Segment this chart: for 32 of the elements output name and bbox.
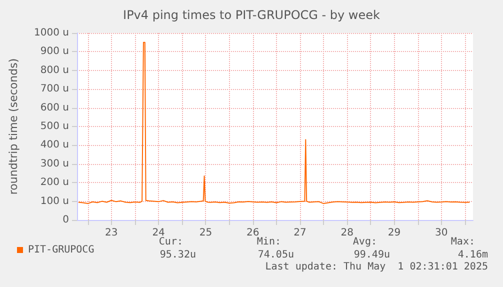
y-tick-label: 0 — [62, 214, 69, 226]
y-tick-label: 300 u — [40, 158, 69, 170]
text: Cur: — [158, 236, 183, 248]
legend-label: PIT-GRUPOCG — [28, 244, 94, 256]
y-tick-label: 200 u — [40, 177, 69, 188]
y-tick-label: 900 u — [40, 46, 69, 58]
x-tick-label: 27 — [294, 228, 306, 238]
y-tick-label: 700 u — [40, 84, 69, 95]
x-tick-label: 25 — [199, 228, 212, 238]
text: 74.05u — [258, 250, 294, 260]
x-tick-label: 23 — [105, 228, 118, 238]
x-tick-label: 26 — [246, 228, 260, 238]
y-tick-label: 400 u — [40, 140, 69, 151]
y-tick-label: 500 u — [40, 121, 69, 132]
text: Min: — [256, 236, 281, 248]
text: 99.49u — [354, 250, 390, 260]
line-series — [78, 42, 470, 204]
text: 4.16m — [458, 250, 488, 260]
x-tick-label: 30 — [435, 228, 448, 238]
y-tick-label: 800 u — [40, 64, 69, 76]
chart-title: IPv4 ping times to PIT-GRUPOCG - by week — [123, 8, 380, 22]
y-tick-label: 100 u — [40, 196, 69, 207]
text: Avg: — [352, 236, 377, 248]
y-axis-title: roundtrip time (seconds) — [7, 58, 20, 195]
text: 95.32u — [160, 250, 196, 260]
x-tick-label: 28 — [340, 228, 354, 238]
y-tick-label: 1000 u — [34, 28, 69, 38]
x-tick-label: 29 — [388, 228, 401, 238]
text: Max: — [450, 236, 475, 248]
x-tick-label: 24 — [152, 228, 165, 238]
text: Last update: Thu May 1 02:31:01 2025 — [265, 262, 488, 272]
y-tick-label: 600 u — [40, 102, 69, 114]
